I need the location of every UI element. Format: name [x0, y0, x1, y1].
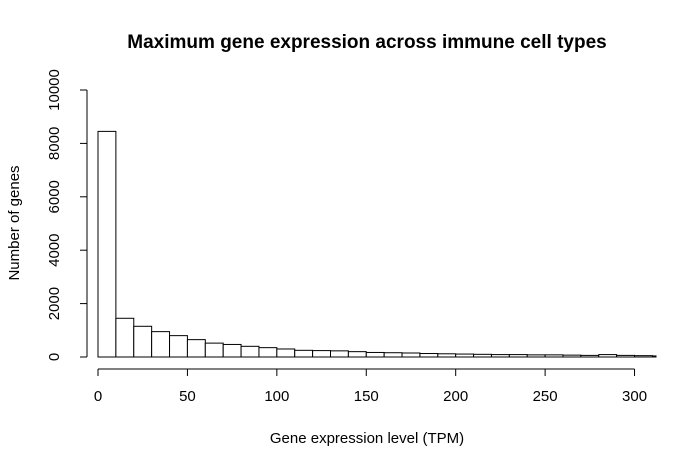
- histogram-bar: [169, 335, 188, 358]
- x-tick-label: 250: [533, 388, 558, 405]
- histogram-bar: [151, 331, 171, 358]
- x-tick-label: 0: [94, 388, 102, 405]
- histogram-bar: [419, 353, 439, 358]
- histogram-bar: [544, 354, 564, 358]
- histogram-bar: [347, 351, 367, 358]
- x-tick-label: 50: [179, 388, 196, 405]
- x-tick-label: 200: [443, 388, 468, 405]
- y-tick-label: 2000: [46, 287, 63, 320]
- histogram-bar: [651, 355, 657, 358]
- histogram-bar: [616, 354, 636, 358]
- histogram-bar: [401, 352, 421, 358]
- histogram-bar: [634, 355, 653, 358]
- histogram-bar: [115, 317, 135, 358]
- histogram-bar: [294, 349, 314, 358]
- histogram-bar: [526, 354, 546, 358]
- bars-group: [97, 130, 657, 358]
- histogram-bar: [383, 352, 403, 358]
- histogram-bar: [562, 354, 582, 358]
- y-tick-label: 8000: [46, 127, 63, 160]
- x-axis: 0 50 100 150 200 250 300: [94, 368, 647, 405]
- histogram-bar: [598, 354, 618, 358]
- histogram-bar: [580, 354, 600, 358]
- histogram-bar: [133, 325, 153, 358]
- histogram-bar: [276, 348, 296, 358]
- histogram-bar: [490, 354, 510, 358]
- y-tick-label: 0: [46, 353, 63, 361]
- x-axis-label: Gene expression level (TPM): [270, 430, 464, 447]
- histogram-bar: [365, 351, 385, 358]
- x-tick-label: 100: [264, 388, 289, 405]
- y-tick-label: 6000: [46, 180, 63, 213]
- y-axis-label: Number of genes: [6, 165, 23, 280]
- x-tick-label: 300: [622, 388, 647, 405]
- histogram-bar: [312, 350, 332, 358]
- histogram-bar: [186, 339, 206, 358]
- chart-title: Maximum gene expression across immune ce…: [127, 32, 606, 53]
- y-tick-label: 10000: [46, 69, 63, 111]
- histogram-bar: [508, 354, 528, 358]
- x-tick-label: 150: [354, 388, 379, 405]
- histogram-bar: [240, 345, 260, 358]
- histogram-bar: [330, 350, 349, 358]
- histogram-bar: [258, 347, 278, 358]
- y-tick-label: 4000: [46, 234, 63, 267]
- y-axis: 0 2000 4000 6000 8000 10000: [46, 69, 88, 361]
- histogram-bar: [473, 353, 492, 358]
- histogram-bar: [97, 130, 117, 358]
- histogram-bar: [204, 342, 224, 358]
- histogram-bar: [222, 343, 242, 358]
- histogram-bar: [437, 353, 457, 358]
- histogram-bar: [455, 353, 475, 358]
